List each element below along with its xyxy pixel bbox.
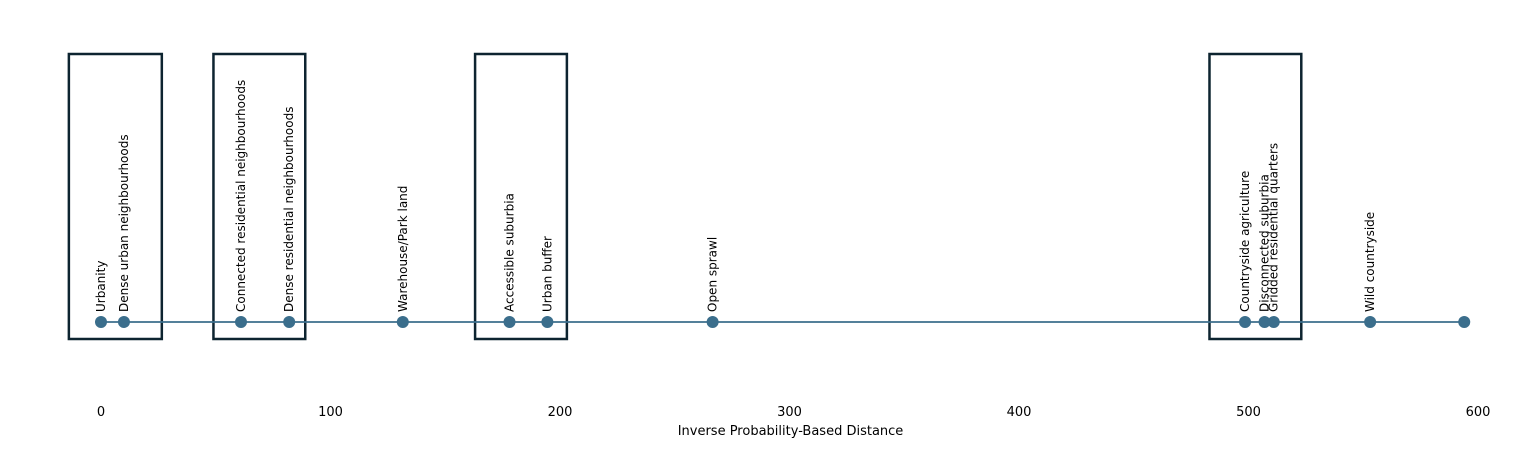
data-point-13 [1458,316,1471,328]
data-point-5 [396,316,409,328]
data-point-2 [117,316,130,328]
data-point-9 [1239,316,1252,328]
group-box-4 [1208,52,1303,341]
x-tick-label-7: 600 [1466,405,1491,420]
point-label-2: Dense urban neighbourhoods [117,134,131,312]
point-labels: Urbanity Dense urban neighbourhoods Connec… [94,80,1377,312]
point-label-7: Urban buffer [540,236,554,312]
x-tick-label-6: 500 [1236,405,1261,420]
data-point-3 [234,316,247,328]
point-label-3: Connected residential neighbourhoods [234,80,248,312]
data-point-1 [95,316,107,328]
point-label-12: Wild countryside [1363,212,1377,312]
group-box-2 [212,52,307,341]
data-point-10 [1258,316,1271,328]
group-box-3 [473,52,569,341]
data-point-7 [541,316,554,328]
x-tick-label-5: 400 [1007,405,1032,420]
point-label-5: Warehouse/Park land [396,186,410,312]
data-point-8 [706,316,719,328]
x-tick-label-4: 300 [777,405,802,420]
point-label-6: Accessible suburbia [503,193,517,312]
point-label-4: Dense residential neighbourhoods [282,107,296,312]
group-box-1 [67,52,164,341]
x-tick-label-2: 100 [318,405,343,420]
point-label-10: Disconnected suburbia [1258,174,1272,312]
point-label-9: Countryside agriculture [1238,171,1252,312]
data-point-11 [1267,316,1280,328]
point-label-8: Open sprawl [706,237,720,312]
x-axis-title: Inverse Probability-Based Distance [678,424,904,439]
data-point-12 [1364,316,1377,328]
data-point-4 [283,316,296,328]
data-point-6 [503,316,516,328]
x-axis-ticks: 0 100 200 300 400 500 600 [97,405,1491,420]
group-boxes [67,52,1303,341]
data-points [95,316,1471,328]
point-label-11: Gridded residential quarters [1267,143,1281,312]
x-tick-label-1: 0 [97,405,105,420]
x-tick-label-3: 200 [548,405,573,420]
point-label-1: Urbanity [94,261,108,312]
